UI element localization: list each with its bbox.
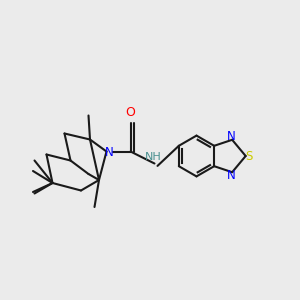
- Text: NH: NH: [145, 152, 161, 162]
- Text: N: N: [227, 169, 236, 182]
- Text: N: N: [104, 146, 113, 160]
- Text: S: S: [246, 149, 253, 163]
- Text: N: N: [227, 130, 236, 143]
- Text: O: O: [126, 106, 135, 118]
